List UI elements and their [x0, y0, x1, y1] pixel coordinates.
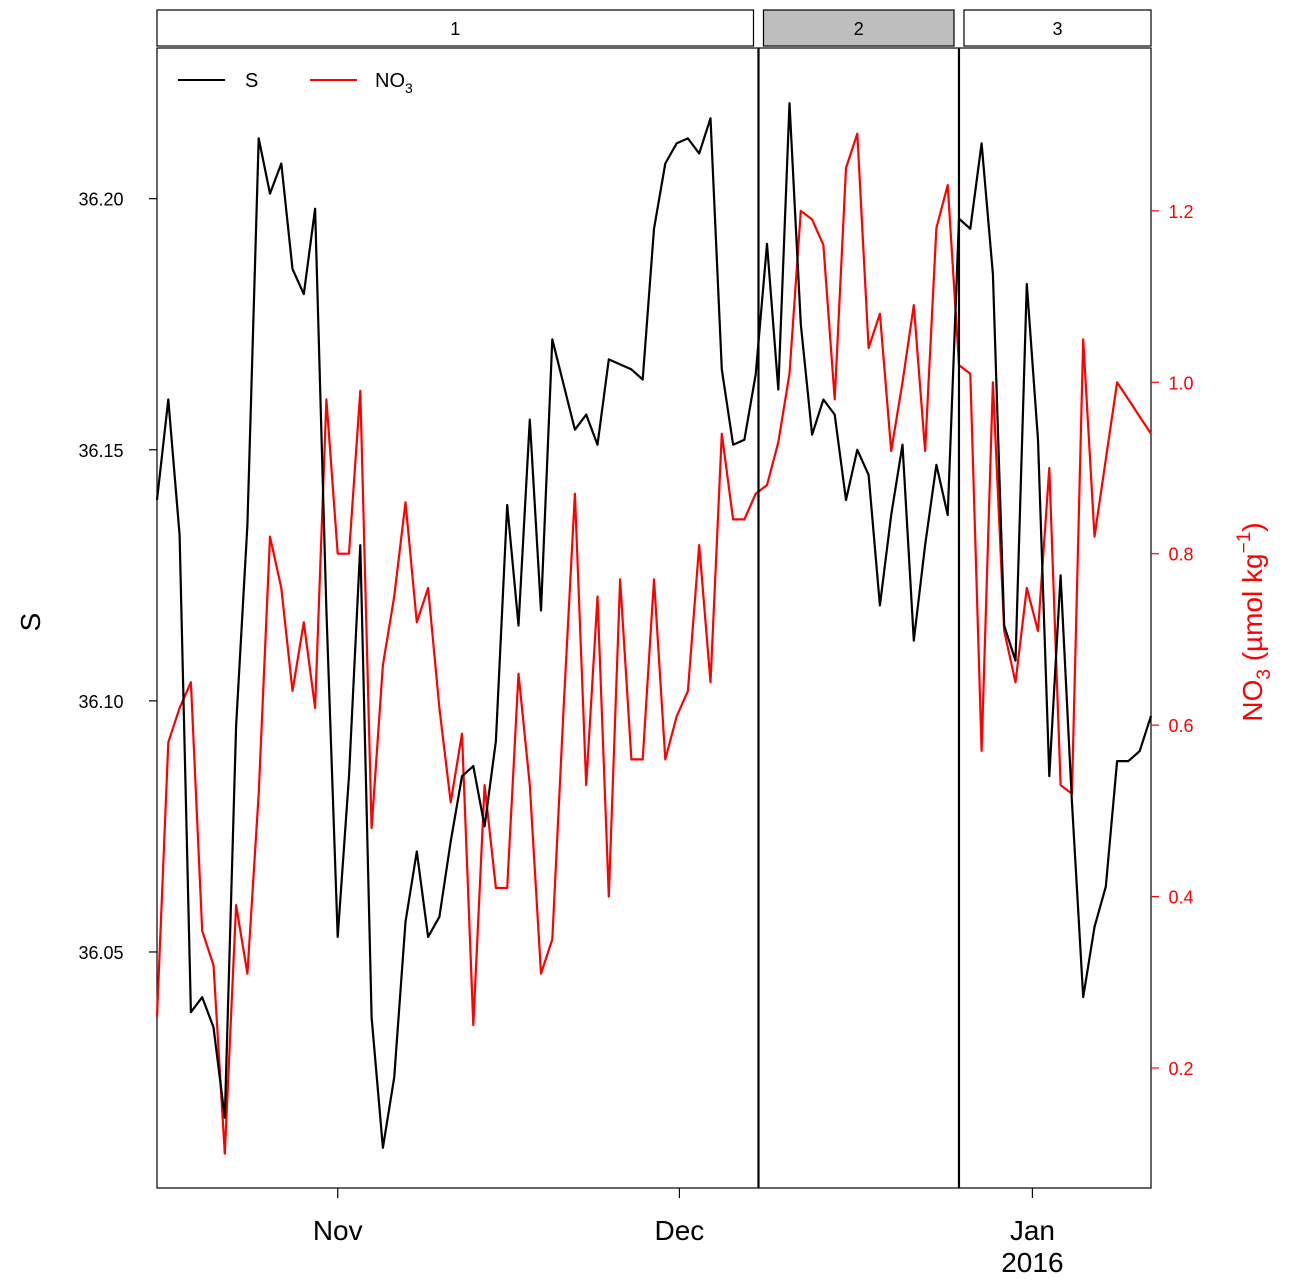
s-series-line	[155, 102, 1153, 1149]
strip-label-3: 3	[1052, 19, 1062, 39]
no3-line-path	[155, 132, 1152, 1155]
right-tick-label: 0.2	[1168, 1059, 1193, 1079]
strip-label-1: 1	[450, 19, 460, 39]
right-tick-label: 1.2	[1168, 202, 1193, 222]
legend-label-no3: NO3	[375, 70, 413, 96]
right-tick-label: 0.4	[1168, 888, 1193, 908]
legend: S NO3	[178, 70, 413, 96]
left-tick-label: 36.20	[78, 190, 123, 210]
x-tick-label: Jan	[1010, 1215, 1055, 1246]
panel-strips: 1 2 3	[156, 9, 1152, 47]
strip-2	[762, 9, 955, 47]
left-tick-label: 36.15	[78, 441, 123, 461]
x-tick-label: Dec	[655, 1215, 705, 1246]
legend-label-s: S	[245, 70, 258, 92]
right-axis-title: NO3 (µmol kg−1)	[1234, 522, 1275, 721]
right-tick-label: 0.6	[1168, 716, 1193, 736]
s-line-path	[155, 102, 1153, 1149]
plot-border	[156, 47, 1152, 1189]
strip-1	[156, 9, 755, 47]
strip-label-2: 2	[854, 19, 864, 39]
plot-frame	[156, 47, 1152, 1189]
left-axis-title: S	[15, 613, 46, 632]
strip-3	[963, 9, 1152, 47]
right-tick-label: 1.0	[1168, 373, 1193, 393]
right-axis-title-unit: (µmol kg	[1237, 553, 1268, 669]
right-tick-label: 0.8	[1168, 545, 1193, 565]
panel-dividers	[757, 48, 961, 1188]
right-axis-title-close: )	[1237, 522, 1268, 531]
left-tick-label: 36.10	[78, 692, 123, 712]
left-tick-label: 36.05	[78, 943, 123, 963]
right-axis-title-main: NO	[1237, 680, 1268, 722]
x-tick-sublabel: 2016	[1001, 1247, 1063, 1278]
x-tick-label: Nov	[313, 1215, 363, 1246]
right-axis-title-superscript: −1	[1234, 532, 1255, 554]
right-axis: 0.2 0.4 0.6 0.8 1.0 1.2	[1151, 202, 1194, 1079]
left-axis: 36.05 36.10 36.15 36.20	[78, 190, 157, 963]
no3-series-line	[155, 132, 1152, 1155]
right-axis-title-subscript: 3	[1254, 669, 1275, 680]
